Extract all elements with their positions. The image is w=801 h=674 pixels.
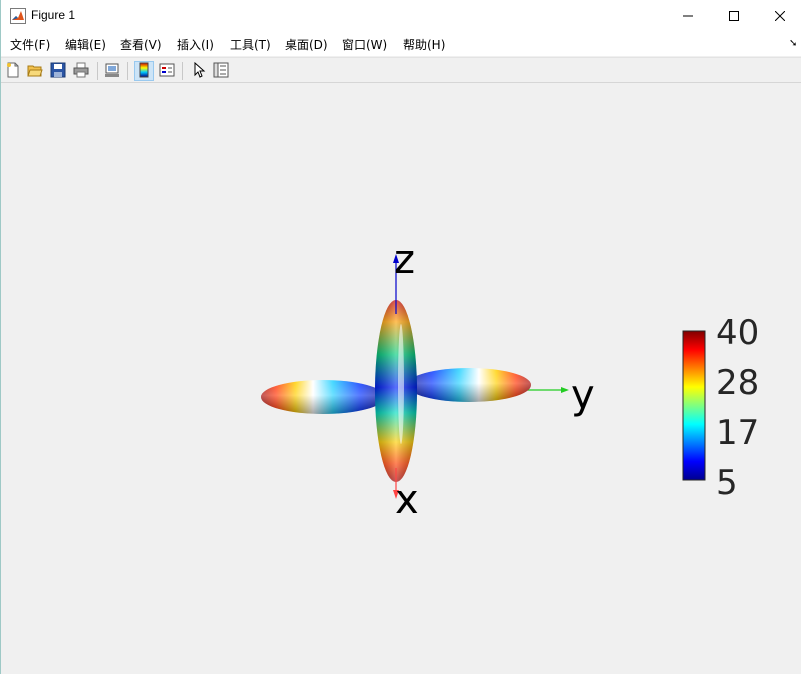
link-plot-icon [104, 62, 120, 81]
menu-bar: 文件(F) 编辑(E) 查看(V) 插入(I) 工具(T) 桌面(D) 窗口(W… [1, 32, 801, 56]
surface-lobe-vertical [375, 300, 417, 482]
x-axis-label: x [395, 477, 419, 523]
plot-axes[interactable] [1, 84, 801, 674]
menu-view[interactable]: 查看(V) [120, 38, 162, 52]
maximize-button[interactable] [711, 0, 757, 32]
matlab-logo-icon [10, 8, 26, 24]
save-button[interactable] [48, 61, 68, 81]
toolbar-separator [97, 62, 98, 80]
print-button[interactable] [71, 61, 91, 81]
open-file-button[interactable] [25, 61, 45, 81]
print-icon [73, 62, 89, 81]
chevron-icon[interactable]: ➘ [789, 38, 798, 49]
surface-lobe-left [261, 380, 385, 414]
menu-desktop[interactable]: 桌面(D) [285, 38, 328, 52]
menu-window[interactable]: 窗口(W) [342, 38, 388, 52]
title-bar[interactable]: Figure 1 [1, 0, 801, 32]
colorbar-tick-label: 17 [716, 413, 760, 453]
colorbar-tick-label: 5 [716, 463, 738, 503]
pointer-icon [190, 61, 206, 81]
save-icon [50, 62, 66, 81]
minimize-button[interactable] [665, 0, 711, 32]
open-file-icon [27, 62, 43, 81]
colorbar[interactable] [682, 330, 706, 481]
close-button[interactable] [757, 0, 801, 32]
new-figure-icon [5, 62, 21, 81]
property-inspector-button[interactable] [211, 61, 231, 81]
menu-tools[interactable]: 工具(T) [230, 38, 271, 52]
x-axis-arrow [393, 468, 399, 499]
edit-plot-button[interactable] [188, 61, 208, 81]
colorbar-tick-label: 40 [716, 313, 760, 353]
menu-file[interactable]: 文件(F) [10, 38, 51, 52]
colorbar-icon [136, 62, 152, 81]
z-axis-label: z [394, 237, 415, 283]
z-axis-arrow [393, 254, 399, 314]
surface-lobe-right [407, 368, 531, 402]
toolbar-separator [182, 62, 183, 80]
property-inspector-icon [213, 62, 229, 81]
menu-edit[interactable]: 编辑(E) [65, 38, 106, 52]
menu-help[interactable]: 帮助(H) [403, 38, 446, 52]
insert-colorbar-button[interactable] [134, 61, 154, 81]
minimize-icon [683, 11, 693, 21]
maximize-icon [729, 11, 739, 21]
link-plot-button[interactable] [102, 61, 122, 81]
insert-legend-button[interactable] [157, 61, 177, 81]
new-figure-button[interactable] [3, 61, 23, 81]
y-axis-label: y [571, 372, 595, 418]
menu-insert[interactable]: 插入(I) [177, 38, 214, 52]
window-title: Figure 1 [31, 8, 76, 22]
legend-icon [159, 62, 175, 81]
figure-toolbar [1, 57, 801, 83]
toolbar-separator [127, 62, 128, 80]
colorbar-tick-label: 28 [716, 363, 760, 403]
figure-canvas[interactable]: z y x 40 28 17 5 [1, 84, 801, 674]
close-icon [775, 11, 785, 21]
